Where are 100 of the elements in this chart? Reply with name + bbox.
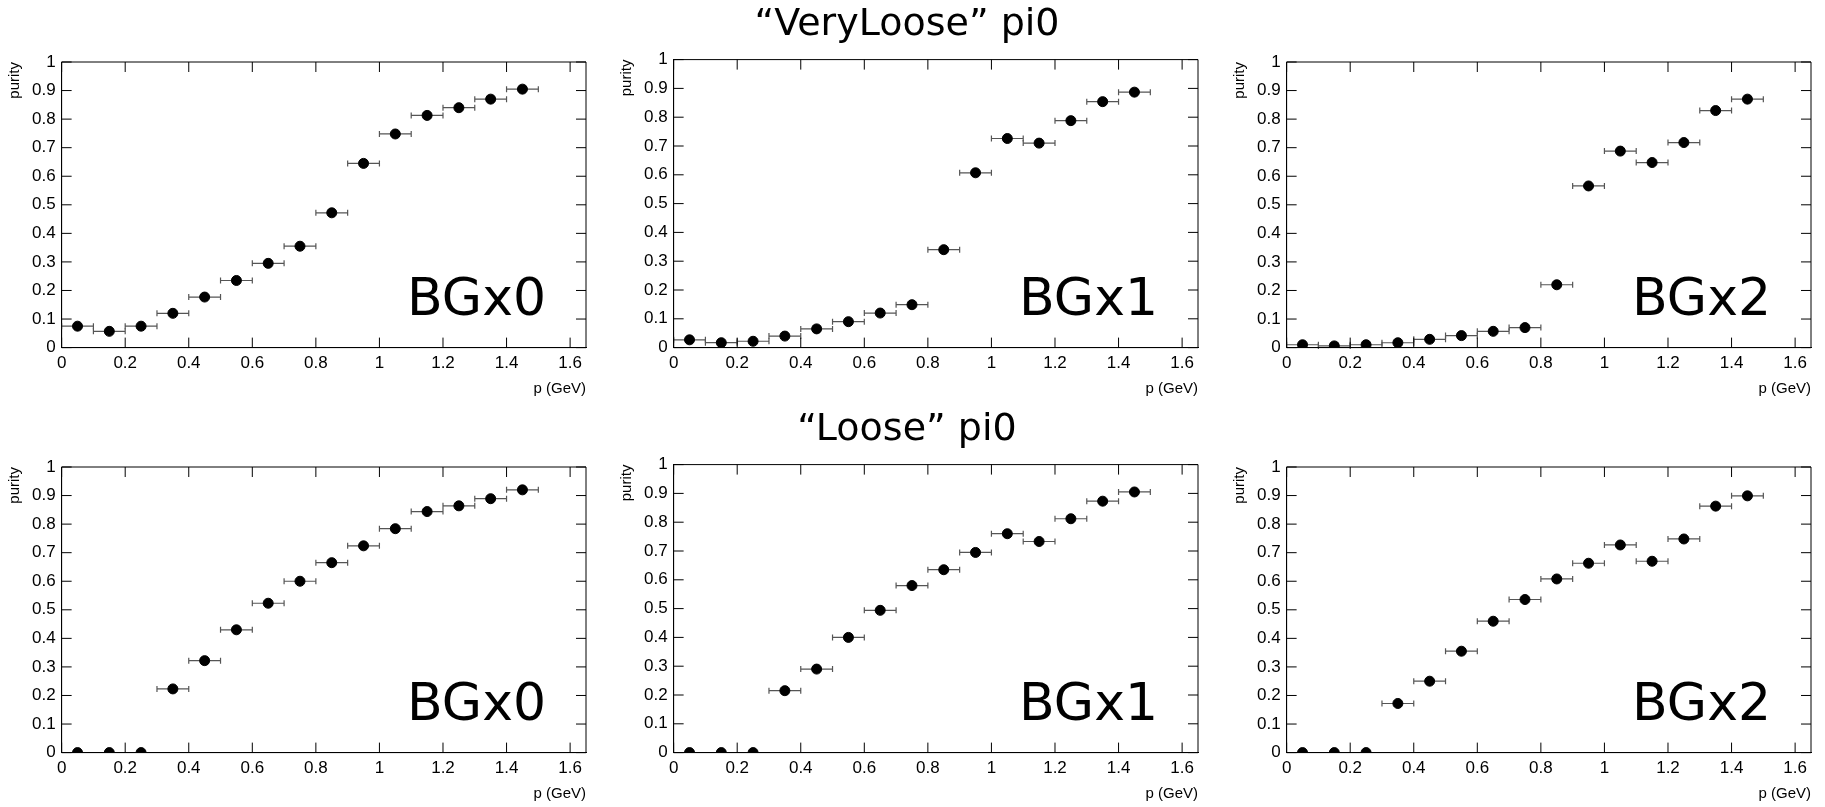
y-tick-label: 0.7 [1256, 542, 1281, 562]
x-axis-title: p (GeV) [533, 379, 586, 397]
x-tick-label: 1.4 [1719, 353, 1744, 373]
y-tick-label: 0.2 [643, 279, 668, 299]
y-tick-label: 0.4 [1256, 223, 1281, 243]
x-tick-label: 1.2 [1043, 758, 1067, 778]
x-tick-label: 0.8 [304, 758, 328, 778]
y-tick-label: 1 [46, 51, 56, 71]
annotation: BGx0 [407, 267, 546, 328]
y-tick-label: 0.9 [1256, 485, 1281, 505]
x-tick-label: 1.6 [558, 353, 582, 373]
x-tick-label: 1.6 [558, 758, 582, 778]
x-tick-label: 0.4 [788, 758, 813, 778]
y-tick-label: 0 [658, 337, 668, 357]
y-tick-label: 0.1 [1256, 308, 1281, 328]
x-tick-label: 1 [1599, 758, 1610, 778]
y-tick-label: 0.7 [643, 135, 668, 155]
x-tick-label: 0.8 [1529, 758, 1553, 778]
y-tick-label: 1 [1271, 456, 1281, 476]
annotation: BGx0 [407, 672, 546, 733]
y-tick-label: 0.3 [643, 655, 668, 675]
annotation: BGx2 [1632, 672, 1771, 733]
y-tick-label: 0.3 [31, 656, 56, 676]
y-tick-label: 0.1 [643, 308, 668, 328]
x-tick-label: 1.4 [494, 353, 519, 373]
y-axis-title: purity [1230, 466, 1248, 504]
y-tick-label: 0.5 [1256, 599, 1281, 619]
y-tick-label: 0.2 [643, 684, 668, 704]
y-tick-label: 0.4 [643, 222, 668, 242]
x-tick-label: 1 [986, 758, 997, 778]
x-tick-label: 0.6 [1465, 353, 1490, 373]
y-axis-title: purity [617, 59, 635, 97]
y-tick-label: 0.9 [31, 80, 56, 100]
y-tick-label: 0.7 [643, 540, 668, 560]
y-axis-title: purity [5, 61, 23, 99]
x-tick-label: 1.6 [1170, 758, 1194, 778]
y-tick-label: 0.8 [1256, 513, 1281, 533]
y-tick-label: 0.9 [1256, 80, 1281, 100]
y-tick-label: 0.2 [1256, 685, 1281, 705]
x-tick-label: 1.2 [1656, 353, 1680, 373]
y-tick-label: 0.4 [31, 223, 56, 243]
y-tick-label: 0.5 [643, 193, 668, 213]
y-tick-label: 0.6 [31, 570, 56, 590]
y-tick-label: 0.1 [643, 713, 668, 733]
chart-title: “Loose” pi0 [797, 404, 1017, 449]
x-tick-label: 0.6 [240, 758, 265, 778]
y-tick-label: 0.1 [31, 713, 56, 733]
y-tick-label: 0.9 [643, 78, 668, 98]
y-tick-label: 1 [1271, 51, 1281, 71]
x-tick-label: 1.4 [1719, 758, 1744, 778]
annotation: BGx1 [1019, 267, 1158, 328]
x-tick-label: 0.4 [176, 353, 201, 373]
y-tick-label: 0.7 [31, 137, 56, 157]
y-tick-label: 1 [46, 456, 56, 476]
y-tick-label: 0.4 [1256, 628, 1281, 648]
x-tick-label: 1.6 [1783, 353, 1807, 373]
x-tick-label: 0.6 [1465, 758, 1490, 778]
y-tick-label: 0 [46, 742, 56, 762]
x-tick-label: 0.2 [725, 353, 750, 373]
y-tick-label: 0.6 [643, 164, 668, 184]
x-tick-label: 1.2 [1043, 353, 1067, 373]
x-tick-label: 1.4 [1106, 758, 1131, 778]
x-tick-label: 0.8 [304, 353, 328, 373]
y-tick-label: 0.4 [643, 627, 668, 647]
y-tick-label: 0.3 [1256, 251, 1281, 271]
x-tick-label: 1.2 [431, 353, 455, 373]
y-tick-label: 0.5 [1256, 194, 1281, 214]
x-tick-label: 0.6 [240, 353, 265, 373]
y-tick-label: 0 [1271, 337, 1281, 357]
x-tick-label: 0.4 [788, 353, 813, 373]
x-tick-label: 0.4 [1401, 353, 1426, 373]
y-tick-label: 0.8 [643, 106, 668, 126]
chart-title: “VeryLoose” pi0 [754, 0, 1060, 44]
x-tick-label: 0.8 [1529, 353, 1553, 373]
x-tick-label: 0.8 [916, 758, 940, 778]
x-tick-label: 0.2 [1338, 758, 1363, 778]
y-tick-label: 0.7 [31, 542, 56, 562]
y-tick-label: 0.9 [643, 483, 668, 503]
y-tick-label: 1 [658, 454, 668, 474]
y-tick-label: 0.6 [1256, 570, 1281, 590]
x-tick-label: 1 [374, 353, 385, 373]
y-tick-label: 0.6 [31, 165, 56, 185]
y-tick-label: 0 [1271, 742, 1281, 762]
y-tick-label: 0.5 [643, 598, 668, 618]
y-tick-label: 0.6 [1256, 165, 1281, 185]
y-axis-title: purity [1230, 61, 1248, 99]
y-axis-title: purity [5, 466, 23, 504]
x-tick-label: 0.8 [916, 353, 940, 373]
y-tick-label: 0.8 [31, 513, 56, 533]
y-tick-label: 0.5 [31, 599, 56, 619]
x-tick-label: 0.2 [113, 758, 138, 778]
x-tick-label: 1 [986, 353, 997, 373]
y-tick-label: 0 [658, 742, 668, 762]
x-tick-label: 0.4 [176, 758, 201, 778]
x-tick-label: 1.4 [1106, 353, 1131, 373]
annotation: BGx1 [1019, 672, 1158, 733]
y-tick-label: 0.2 [31, 685, 56, 705]
y-tick-label: 0.1 [31, 308, 56, 328]
x-tick-label: 1.6 [1170, 353, 1194, 373]
x-tick-label: 1.4 [494, 758, 519, 778]
